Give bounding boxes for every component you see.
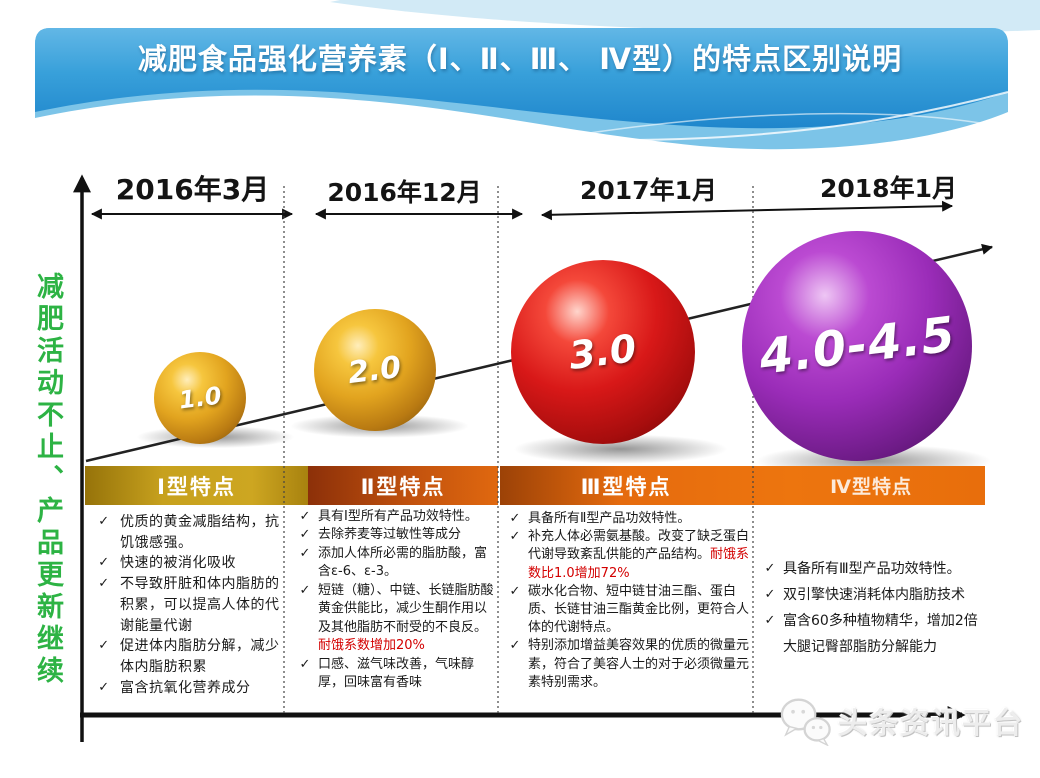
feature-text: 富含抗氧化营养成分	[120, 679, 251, 696]
feature-text: 添加人体所必需的脂肪酸，富含ε-6、ε-3。	[318, 545, 488, 580]
banner-main-shape	[35, 28, 1008, 129]
feature-item: ✓ 富含60多种植物精华，增加2倍大腿记臀部脂肪分解能力	[757, 609, 984, 661]
table-column-type1: ✓ 优质的黄金减脂结构，抗饥饿感强。 ✓ 快速的被消化吸收 ✓ 不导致肝脏和体内脂肪的积累…	[88, 505, 285, 720]
table-header-type2: Ⅱ型特点	[308, 466, 498, 505]
check-icon: ✓	[764, 561, 776, 577]
check-icon: ✓	[299, 582, 311, 598]
feature-item: ✓ 优质的黄金减脂结构，抗饥饿感强。	[88, 512, 285, 553]
check-icon: ✓	[98, 638, 110, 654]
feature-item: ✓ 具备所有Ⅱ型产品功效特性。	[502, 510, 751, 528]
feature-text: 口感、滋气味改善，气味醇厚，回味富有香味	[318, 656, 475, 691]
table-header-type1: Ⅰ型特点	[85, 466, 308, 505]
feature-text: 补充人体必需氨基酸。改变了缺乏蛋白代谢导致紊乱供能的产品结构。耐饿系数比1.0增…	[528, 529, 750, 581]
version-label: 4.0-4.5	[755, 306, 959, 386]
check-icon: ✓	[98, 576, 110, 592]
version-sphere-2: 2.0	[314, 309, 436, 431]
timeline-period-label-2: 2016年12月	[327, 178, 482, 207]
page-title: 减肥食品强化营养素（Ⅰ、Ⅱ、Ⅲ、 Ⅳ型）的特点区别说明	[137, 42, 903, 76]
feature-item: ✓ 富含抗氧化营养成分	[88, 678, 285, 699]
feature-text: 特别添加增益美容效果的优质的微量元素，符合了美容人士的对于必须微量元素特别需求。	[528, 638, 750, 690]
feature-item: ✓ 去除荞麦等过敏性等成分	[292, 526, 497, 544]
timeline-period-label-4: 2018年1月	[820, 174, 957, 203]
banner-wave-background	[35, 0, 1040, 153]
check-icon: ✓	[764, 613, 776, 628]
version-sphere-3: 3.0	[511, 260, 695, 444]
feature-text: 具备所有Ⅲ型产品功效特性。	[783, 561, 961, 578]
feature-item: ✓ 口感、滋气味改善，气味醇厚，回味富有香味	[292, 656, 497, 693]
watermark-label: 头条资讯平台	[837, 706, 1024, 740]
timeline-period-label-3: 2017年1月	[580, 176, 717, 205]
table-column-type4: ✓ 具备所有Ⅲ型产品功效特性。 ✓ 双引擎快速消耗体内脂肪技术 ✓ 富含60多种植物精华，…	[757, 505, 984, 713]
feature-item: ✓ 快速的被消化吸收	[88, 553, 285, 574]
feature-item: ✓ 不导致肝脏和体内脂肪的积累，可以提高人体的代谢能量代谢	[88, 574, 285, 636]
feature-text: 促进体内脂肪分解，减少体内脂肪积累	[120, 638, 280, 676]
feature-item: ✓ 添加人体所必需的脂肪酸，富含ε-6、ε-3。	[292, 545, 497, 582]
feature-text: 快速的被消化吸收	[120, 555, 236, 572]
version-label: 1.0	[177, 381, 223, 415]
highlighted-text: 耐饿系数增加20%	[318, 638, 425, 654]
top-light-band	[330, 0, 1040, 34]
table-column-type3: ✓ 具备所有Ⅱ型产品功效特性。 ✓ 补充人体必需氨基酸。改变了缺乏蛋白代谢导致紊乱供能…	[502, 505, 751, 718]
version-label: 2.0	[346, 349, 404, 391]
check-icon: ✓	[299, 509, 311, 524]
feature-text: 短链（糖）、中链、长链脂肪酸黄金供能比，减少生酮作用以及其他脂肪不耐受的不良反。…	[318, 582, 494, 654]
feature-text: 具有Ⅰ型所有产品功效特性。	[318, 509, 478, 524]
feature-text: 优质的黄金减脂结构，抗饥饿感强。	[120, 514, 280, 551]
feature-item: ✓ 具有Ⅰ型所有产品功效特性。	[292, 508, 497, 526]
table-column-type2: ✓ 具有Ⅰ型所有产品功效特性。 ✓ 去除荞麦等过敏性等成分 ✓ 添加人体所必需的脂肪酸，富…	[292, 505, 497, 716]
feature-item: ✓ 促进体内脂肪分解，减少体内脂肪积累	[88, 636, 285, 677]
feature-text: 不导致肝脏和体内脂肪的积累，可以提高人体的代谢能量代谢	[120, 576, 280, 634]
feature-text: 具备所有Ⅱ型产品功效特性。	[528, 511, 691, 526]
watermark: 头条资讯平台	[778, 696, 1024, 746]
feature-text: 去除荞麦等过敏性等成分	[318, 527, 462, 543]
banner-cross-wave-1	[359, 91, 1009, 142]
table-header-type3-4: Ⅲ型特点 Ⅳ型特点	[500, 466, 985, 505]
table-header-type4: Ⅳ型特点	[830, 476, 912, 498]
timeline-period-label-1: 2016年3月	[115, 173, 270, 206]
check-icon: ✓	[299, 527, 311, 543]
version-sphere-1: 1.0	[154, 352, 246, 444]
check-icon: ✓	[509, 529, 521, 545]
banner-cross-wave-2	[479, 112, 1009, 153]
feature-item: ✓ 碳水化合物、短中链甘油三酯、蛋白质、长链甘油三酯黄金比例，更符合人体的代谢特点…	[502, 583, 751, 638]
check-icon: ✓	[509, 511, 521, 526]
highlighted-text: 耐饿系数比1.0增加72%	[528, 547, 750, 581]
check-icon: ✓	[509, 638, 521, 654]
feature-item: ✓ 补充人体必需氨基酸。改变了缺乏蛋白代谢导致紊乱供能的产品结构。耐饿系数比1.0…	[502, 528, 751, 583]
check-icon: ✓	[299, 656, 311, 672]
feature-text: 碳水化合物、短中链甘油三酯、蛋白质、长链甘油三酯黄金比例，更符合人体的代谢特点。	[528, 583, 750, 636]
chat-bubbles-icon	[780, 698, 831, 746]
check-icon: ✓	[509, 583, 521, 599]
feature-item: ✓ 特别添加增益美容效果的优质的微量元素，符合了美容人士的对于必须微量元素特别需求…	[502, 637, 751, 692]
check-icon: ✓	[299, 545, 311, 561]
feature-text: 双引擎快速消耗体内脂肪技术	[783, 587, 965, 604]
feature-item: ✓ 具备所有Ⅲ型产品功效特性。	[757, 557, 984, 583]
check-icon: ✓	[764, 587, 776, 603]
version-label: 3.0	[566, 326, 640, 378]
feature-text: 富含60多种植物精华，增加2倍大腿记臀部脂肪分解能力	[783, 613, 978, 655]
feature-item: ✓ 双引擎快速消耗体内脂肪技术	[757, 583, 984, 609]
version-sphere-4: 4.0-4.5	[742, 231, 972, 461]
side-slogan: 减肥活动不止、产品更新继续	[32, 272, 63, 688]
check-icon: ✓	[98, 679, 110, 695]
timeline-span-3	[540, 200, 954, 221]
table-header-type3: Ⅲ型特点	[580, 474, 672, 499]
feature-item: ✓ 短链（糖）、中链、长链脂肪酸黄金供能比，减少生酮作用以及其他脂肪不耐受的不良反…	[292, 582, 497, 656]
check-icon: ✓	[98, 514, 110, 529]
check-icon: ✓	[98, 555, 110, 571]
